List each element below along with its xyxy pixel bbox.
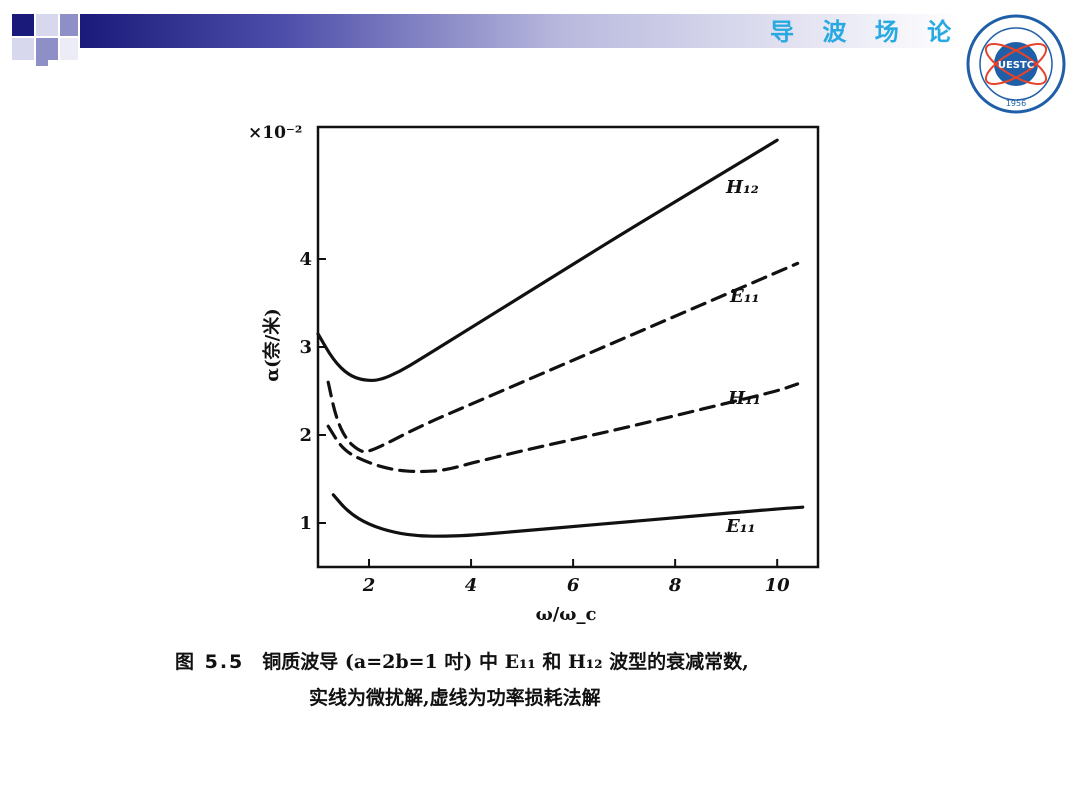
figure-caption: 图 5.5 铜质波导 (a=2b=1 吋) 中 E₁₁ 和 H₁₂ 波型的衰减常数… [175, 644, 975, 716]
logo-center-text: UESTC [998, 60, 1034, 71]
university-seal-icon: UESTC 1956 [966, 14, 1066, 114]
y-tick-label: 4 [299, 249, 312, 270]
x-tick-label: 8 [668, 575, 682, 596]
header-square-pale [60, 38, 78, 60]
header-square-dark [12, 14, 34, 36]
x-tick-label: 6 [567, 575, 580, 596]
y-axis-label: α(奈/米) [261, 308, 283, 381]
series-line-3 [331, 493, 805, 538]
caption-line-1: 铜质波导 (a=2b=1 吋) 中 E₁₁ 和 H₁₂ 波型的衰减常数, [262, 651, 749, 673]
series-label-h11: H₁₁ [727, 388, 761, 409]
logo-year: 1956 [1006, 99, 1026, 108]
y-tick-label: 3 [299, 337, 312, 358]
header-square-light-2 [12, 38, 34, 60]
header-square-small [36, 54, 48, 66]
caption-line-2: 实线为微扰解,虚线为功率损耗法解 [309, 687, 601, 709]
y-tick-label: 1 [299, 513, 312, 534]
header-square-light [36, 14, 58, 36]
course-title: 导 波 场 论 [770, 18, 962, 46]
header-gradient-band [80, 14, 960, 48]
series-line-0 [316, 138, 779, 383]
figure-number: 图 5.5 [175, 651, 245, 673]
series-line-2 [326, 382, 800, 474]
y-tick-label: 2 [299, 425, 312, 446]
y-multiplier: ×10⁻² [248, 123, 302, 143]
x-axis-label: ω/ω_c [536, 604, 597, 625]
header-square-mid [60, 14, 78, 36]
x-tick-label: 10 [765, 575, 791, 596]
series-label-e11-dashed: E₁₁ [729, 286, 760, 307]
series-line-1 [326, 261, 800, 454]
x-tick-label: 2 [362, 575, 376, 596]
series-label-e11-solid: E₁₁ [725, 516, 756, 537]
x-tick-label: 4 [465, 575, 478, 596]
series-label-h12: H₁₂ [725, 177, 759, 198]
